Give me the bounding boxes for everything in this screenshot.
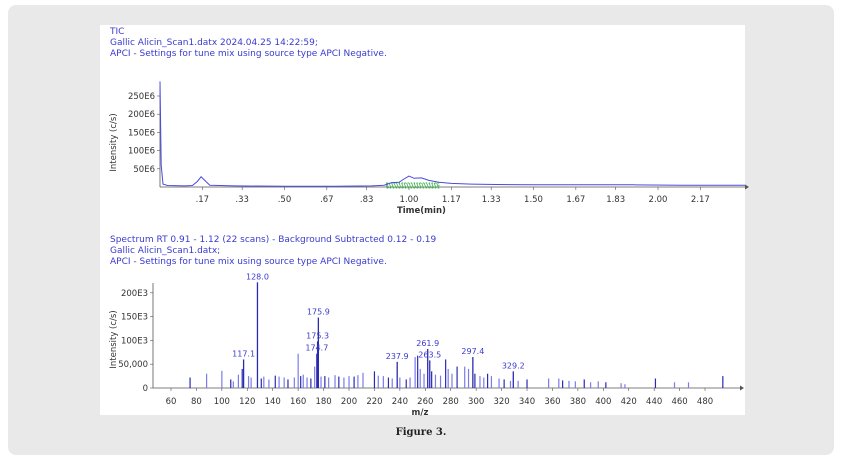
spectrum-x-tick-label: 440 bbox=[646, 397, 662, 407]
tic-highlight-hatch bbox=[411, 182, 414, 189]
tic-x-tick-label: 1.83 bbox=[606, 195, 625, 205]
tic-x-tick-label: 1.50 bbox=[524, 195, 543, 205]
spectrum-x-tick-label: 240 bbox=[392, 397, 408, 407]
tic-highlight-hatch bbox=[393, 182, 397, 189]
tic-y-tick-label: 100E6 bbox=[128, 147, 155, 157]
tic-highlight-hatch bbox=[403, 182, 407, 189]
tic-y-tick-label: 250E6 bbox=[128, 92, 155, 102]
tic-highlight-hatch bbox=[413, 182, 417, 189]
spectrum-y-tick-label: 50,000 bbox=[118, 360, 148, 370]
tic-header-title: TIC bbox=[110, 27, 125, 37]
spectrum-y-tick-label: 100E3 bbox=[121, 336, 148, 346]
tic-highlight-hatch bbox=[406, 182, 409, 189]
spectrum-peak-label: 117.1 bbox=[232, 349, 255, 358]
tic-x-tick-label: .33 bbox=[235, 195, 249, 205]
tic-x-axis-label: Time(min) bbox=[397, 206, 446, 216]
tic-x-tick-label: 1.00 bbox=[400, 195, 419, 205]
spectrum-peak-label: 174.7 bbox=[305, 344, 328, 353]
tic-y-tick-label: 150E6 bbox=[128, 128, 155, 138]
spectrum-x-tick-label: 80 bbox=[191, 397, 202, 407]
spectrum-peak-label: 329.2 bbox=[502, 361, 525, 370]
spectrum-y-tick-label: 0 bbox=[143, 384, 148, 394]
spectrum-x-tick-label: 140 bbox=[265, 397, 281, 407]
spectrum-x-tick-label: 220 bbox=[366, 397, 382, 407]
spectrum-x-tick-label: 380 bbox=[570, 397, 586, 407]
spectrum-x-tick-label: 320 bbox=[493, 397, 509, 407]
spectrum-x-tick-label: 480 bbox=[697, 397, 713, 407]
spectrum-x-tick-label: 340 bbox=[519, 397, 535, 407]
spectrum-peak-label: 261.9 bbox=[416, 339, 439, 348]
spectrum-peak-label: 175.9 bbox=[307, 308, 330, 317]
tic-x-tick-label: 1.67 bbox=[566, 195, 585, 205]
tic-x-tick-label: 2.00 bbox=[649, 195, 668, 205]
tic-x-tick-label: .67 bbox=[320, 195, 334, 205]
spectrum-header-settings: APCI - Settings for tune mix using sourc… bbox=[110, 257, 387, 267]
tic-highlight-hatch bbox=[421, 182, 424, 189]
tic-highlight-hatch bbox=[398, 182, 402, 189]
tic-highlight-range bbox=[386, 182, 440, 189]
tic-x-tick-label: .83 bbox=[360, 195, 374, 205]
tic-y-tick-label: 200E6 bbox=[128, 110, 155, 120]
spectrum-header-title: Spectrum RT 0.91 - 1.12 (22 scans) - Bac… bbox=[110, 235, 437, 245]
tic-highlight-hatch bbox=[396, 182, 399, 189]
tic-highlight-hatch bbox=[426, 182, 429, 189]
tic-x-tick-label: .17 bbox=[196, 195, 210, 205]
spectrum-peak-label: 297.4 bbox=[461, 347, 484, 356]
tic-highlight-hatch bbox=[416, 182, 419, 189]
tic-highlight-hatch bbox=[433, 182, 437, 189]
spectrum-peak-label: 263.5 bbox=[418, 350, 441, 359]
spectrum-x-tick-label: 60 bbox=[166, 397, 177, 407]
tic-highlight-hatch bbox=[436, 182, 439, 189]
tic-trace-line bbox=[159, 81, 746, 187]
tic-highlight-hatch bbox=[401, 182, 404, 189]
tic-header-settings: APCI - Settings for tune mix using sourc… bbox=[110, 49, 387, 59]
tic-header-file: Gallic Alicin_Scan1.datx 2024.04.25 14:2… bbox=[110, 38, 318, 48]
figure-caption: Figure 3. bbox=[395, 427, 447, 438]
spectrum-x-tick-label: 200 bbox=[341, 397, 357, 407]
tic-x-tick-label: 1.17 bbox=[442, 195, 461, 205]
spectrum-x-axis-label: m/z bbox=[412, 408, 429, 418]
tic-x-tick-label: 1.33 bbox=[482, 195, 501, 205]
tic-highlight-hatch bbox=[418, 182, 422, 189]
spectrum-x-tick-label: 120 bbox=[239, 397, 255, 407]
tic-x-tick-label: 2.17 bbox=[691, 195, 710, 205]
spectrum-peak-label: 128.0 bbox=[246, 272, 269, 281]
spectrum-x-tick-label: 280 bbox=[443, 397, 459, 407]
tic-highlight-hatch bbox=[391, 182, 394, 189]
spectrum-x-axis-arrow bbox=[740, 385, 744, 391]
figure: TIC Gallic Alicin_Scan1.datx 2024.04.25 … bbox=[100, 25, 745, 415]
spectrum-y-tick-label: 150E3 bbox=[121, 313, 148, 323]
tic-highlight-hatch bbox=[423, 182, 427, 189]
tic-highlight-hatch bbox=[428, 182, 432, 189]
tic-highlight-hatch bbox=[408, 182, 412, 189]
tic-highlight-hatch bbox=[431, 182, 434, 189]
tic-x-axis-arrow bbox=[745, 184, 749, 190]
spectrum-peak-label: 175.3 bbox=[306, 331, 329, 340]
spectrum-x-tick-label: 180 bbox=[315, 397, 331, 407]
tic-y-axis-label: Intensity (c/s) bbox=[109, 113, 119, 171]
spectrum-x-tick-label: 160 bbox=[290, 397, 306, 407]
tic-y-tick-label: 50E6 bbox=[133, 165, 155, 175]
spectrum-x-tick-label: 420 bbox=[621, 397, 637, 407]
tic-x-tick-label: .50 bbox=[278, 195, 292, 205]
spectrum-y-axis-label: Intensity (c/s) bbox=[109, 310, 119, 368]
spectrum-x-tick-label: 460 bbox=[671, 397, 687, 407]
spectrum-x-tick-label: 300 bbox=[468, 397, 484, 407]
spectrum-header-file: Gallic Alicin_Scan1.datx; bbox=[110, 246, 221, 256]
spectrum-x-tick-label: 360 bbox=[544, 397, 560, 407]
spectrum-x-tick-label: 260 bbox=[417, 397, 433, 407]
spectrum-peak-label: 237.9 bbox=[386, 352, 409, 361]
spectrum-x-tick-label: 100 bbox=[214, 397, 230, 407]
spectrum-x-tick-label: 400 bbox=[595, 397, 611, 407]
spectrum-y-tick-label: 200E3 bbox=[121, 289, 148, 299]
